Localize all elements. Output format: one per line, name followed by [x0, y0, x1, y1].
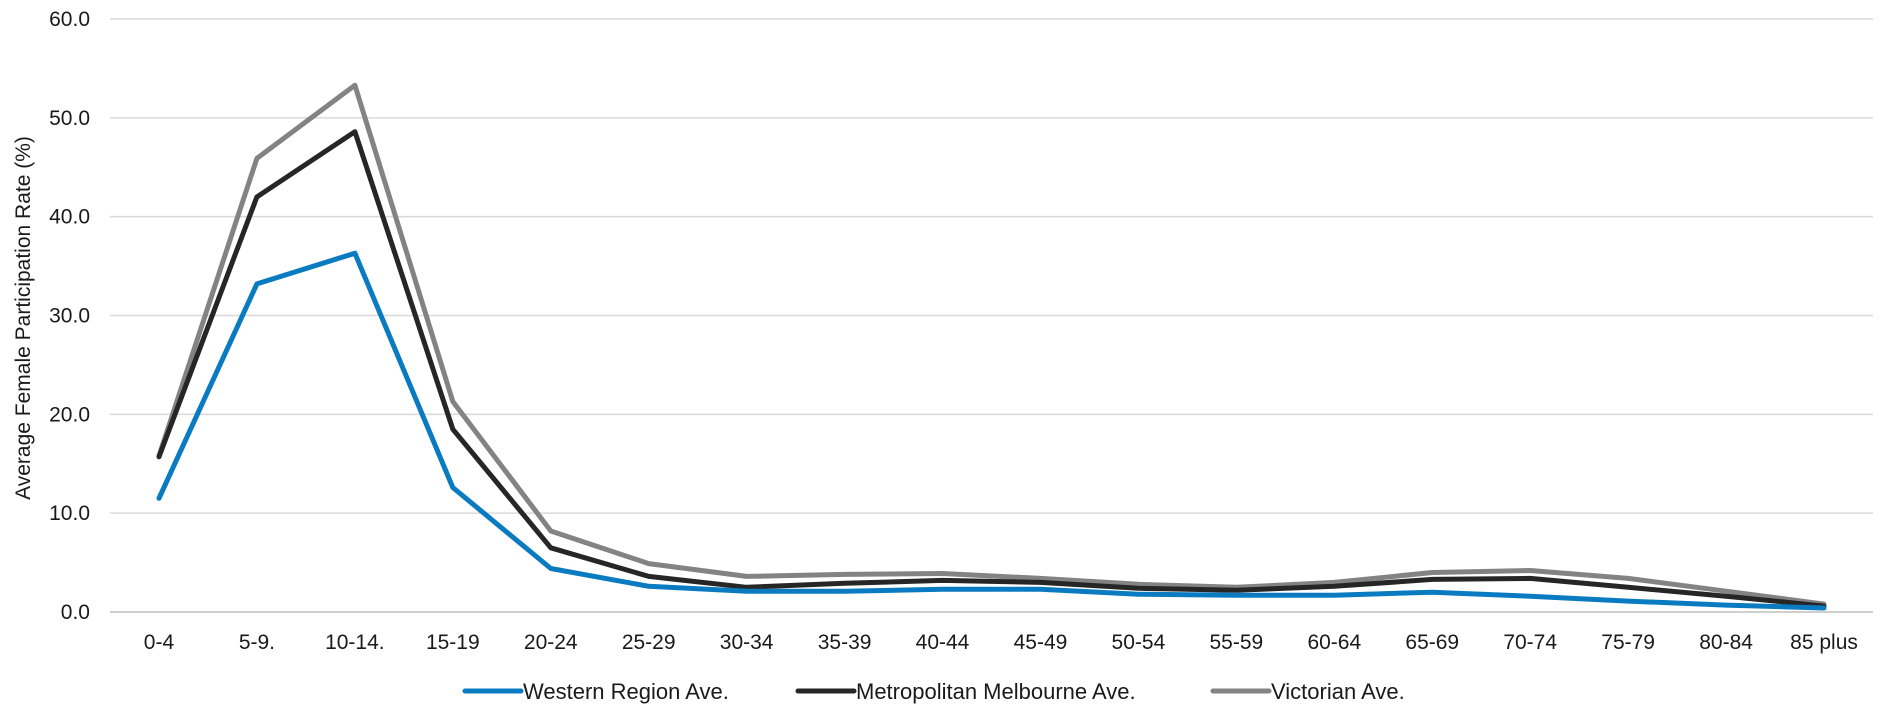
x-tick-label: 45-49: [1014, 631, 1068, 654]
x-tick-label: 20-24: [524, 631, 578, 654]
x-tick-label: 50-54: [1112, 631, 1166, 654]
x-tick-label: 10-14.: [325, 631, 385, 654]
x-tick-label: 25-29: [622, 631, 676, 654]
x-axis: 0-4 5-9. 10-14. 15-19 20-24 25-29 30-34 35-39 40…: [144, 631, 1858, 654]
legend-label: Metropolitan Melbourne Ave.: [856, 679, 1136, 704]
series-line-0: [156, 250, 1827, 611]
y-tick-label: 10.0: [49, 502, 90, 525]
x-tick-label: 85 plus: [1790, 631, 1858, 654]
x-tick-label: 30-34: [720, 631, 774, 654]
y-axis-title: Average Female Participation Rate (%): [12, 136, 35, 500]
legend-label: Western Region Ave.: [523, 679, 729, 704]
y-axis: 0.0 10.0 20.0 30.0 40.0 50.0 60.0: [49, 8, 90, 624]
x-tick-label: 55-59: [1210, 631, 1264, 654]
series-line-1: [156, 129, 1827, 609]
x-tick-label: 5-9.: [239, 631, 275, 654]
y-tick-label: 20.0: [49, 403, 90, 426]
x-tick-label: 80-84: [1699, 631, 1753, 654]
y-tick-label: 60.0: [49, 8, 90, 31]
x-tick-label: 70-74: [1503, 631, 1557, 654]
y-tick-label: 50.0: [49, 107, 90, 130]
y-tick-label: 0.0: [61, 601, 90, 624]
series-lines: [156, 82, 1827, 611]
x-tick-label: 0-4: [144, 631, 175, 654]
y-tick-label: 40.0: [49, 206, 90, 229]
x-tick-label: 75-79: [1601, 631, 1655, 654]
x-tick-label: 40-44: [916, 631, 970, 654]
x-tick-label: 65-69: [1405, 631, 1459, 654]
y-tick-label: 30.0: [49, 305, 90, 328]
x-tick-label: 60-64: [1307, 631, 1361, 654]
series-line-2: [156, 82, 1827, 607]
x-tick-label: 35-39: [818, 631, 872, 654]
legend-label: Victorian Ave.: [1271, 679, 1405, 704]
x-tick-label: 15-19: [426, 631, 480, 654]
legend: Western Region Ave. Metropolitan Melbourn…: [462, 679, 1405, 704]
gridlines: [110, 18, 1873, 613]
